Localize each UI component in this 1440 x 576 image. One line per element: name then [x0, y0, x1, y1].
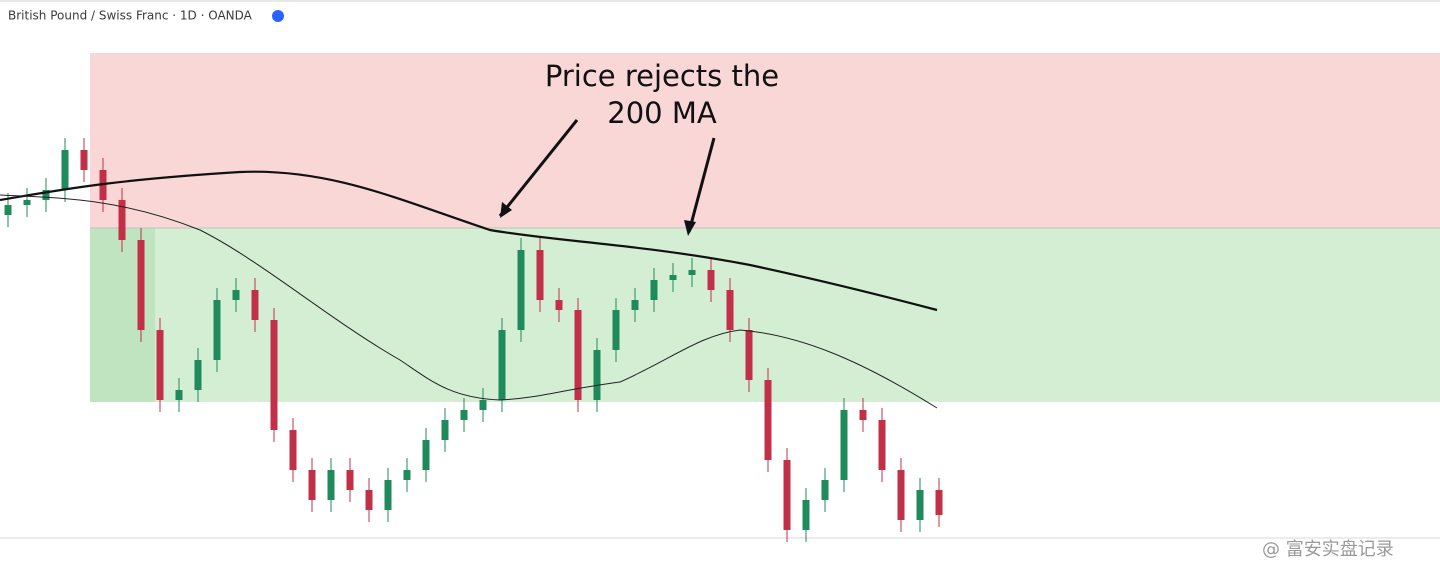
support-zone — [90, 228, 1440, 402]
candle-body — [175, 390, 183, 400]
candle-body — [289, 430, 297, 470]
candle-body — [346, 470, 354, 490]
candle-body — [251, 290, 259, 320]
candles — [4, 138, 943, 542]
candle-body — [878, 420, 886, 470]
candle-body — [802, 500, 810, 530]
candle-body — [365, 490, 373, 510]
candle-body — [213, 300, 221, 360]
candle-body — [479, 400, 487, 410]
candle-body — [61, 150, 69, 190]
candle-body — [460, 410, 468, 420]
candle-body — [23, 200, 31, 205]
candle-body — [631, 300, 639, 310]
annotation-line: Price rejects the — [545, 59, 779, 93]
candle-body — [897, 470, 905, 520]
candle-body — [422, 440, 430, 470]
candle-body — [555, 300, 563, 310]
candle-body — [270, 320, 278, 430]
candle-body — [612, 310, 620, 350]
candle-body — [840, 410, 848, 480]
arrow — [687, 137, 716, 233]
status-icon — [272, 10, 284, 22]
candle-body — [42, 190, 50, 200]
resistance-zone — [90, 53, 1440, 228]
annotation-line: 200 MA — [607, 96, 717, 130]
candle-body — [194, 360, 202, 390]
candle-body — [498, 330, 506, 400]
candle-body — [403, 470, 411, 480]
ma-200 — [0, 170, 938, 312]
candle-body — [232, 290, 240, 300]
candle-body — [4, 205, 12, 215]
candle-body — [574, 310, 582, 400]
candle-body — [707, 270, 715, 290]
candle-body — [384, 480, 392, 510]
arrow-head — [500, 202, 512, 218]
candle-body — [137, 240, 145, 330]
candle-body — [118, 200, 126, 240]
candle-body — [745, 330, 753, 380]
candle-body — [726, 290, 734, 330]
candle-body — [916, 490, 924, 520]
candle-body — [536, 250, 544, 300]
candle-body — [764, 380, 772, 460]
candle-body — [821, 480, 829, 500]
candle-body — [327, 470, 335, 500]
candle-body — [80, 150, 88, 170]
candle-body — [783, 460, 791, 530]
arrow — [498, 119, 579, 217]
candle-body — [688, 270, 696, 275]
candle-body — [935, 490, 943, 515]
candle-body — [441, 420, 449, 440]
candle-body — [593, 350, 601, 400]
candle-body — [308, 470, 316, 500]
candle-body — [156, 330, 164, 400]
symbol-title: British Pound / Swiss Franc · 1D · OANDA — [8, 9, 253, 23]
arrow-head — [684, 220, 696, 236]
candle-body — [859, 410, 867, 420]
support-zone-shade — [90, 228, 155, 402]
ma-50 — [0, 194, 938, 409]
candle-body — [650, 280, 658, 300]
watermark: @ 富安实盘记录 — [1262, 539, 1394, 560]
candle-body — [669, 275, 677, 280]
candle-body — [517, 250, 525, 330]
